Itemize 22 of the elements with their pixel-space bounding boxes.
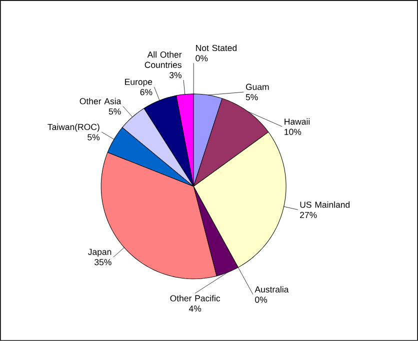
category-label: Not Stated xyxy=(196,44,237,52)
data-label: 10% xyxy=(284,128,302,135)
data-label: 5% xyxy=(246,94,258,100)
category-label: Australia xyxy=(254,286,289,293)
data-label: 3% xyxy=(170,72,182,78)
slice-label: US Mainland xyxy=(300,201,350,208)
text: 0% xyxy=(255,296,268,303)
data-label: 6% xyxy=(140,89,152,96)
slice-label: Japan xyxy=(88,248,112,257)
text: 0% xyxy=(196,55,208,62)
slice-label: Hawaii xyxy=(284,118,310,125)
slice-label: Guam xyxy=(246,84,269,90)
slice-label: Other Asia xyxy=(80,98,122,104)
slice-label: Europe xyxy=(125,78,152,87)
data-label: 5% xyxy=(108,108,121,115)
slice-label: Other Pacific xyxy=(170,295,220,302)
data-label: 5% xyxy=(88,134,100,140)
slice-label: All Other Countries xyxy=(144,51,182,68)
data-label: 35% xyxy=(94,259,112,266)
data-label: 4% xyxy=(188,306,202,312)
slice-label: Taiwan(ROC) xyxy=(48,124,100,132)
data-label: 27% xyxy=(300,212,317,218)
